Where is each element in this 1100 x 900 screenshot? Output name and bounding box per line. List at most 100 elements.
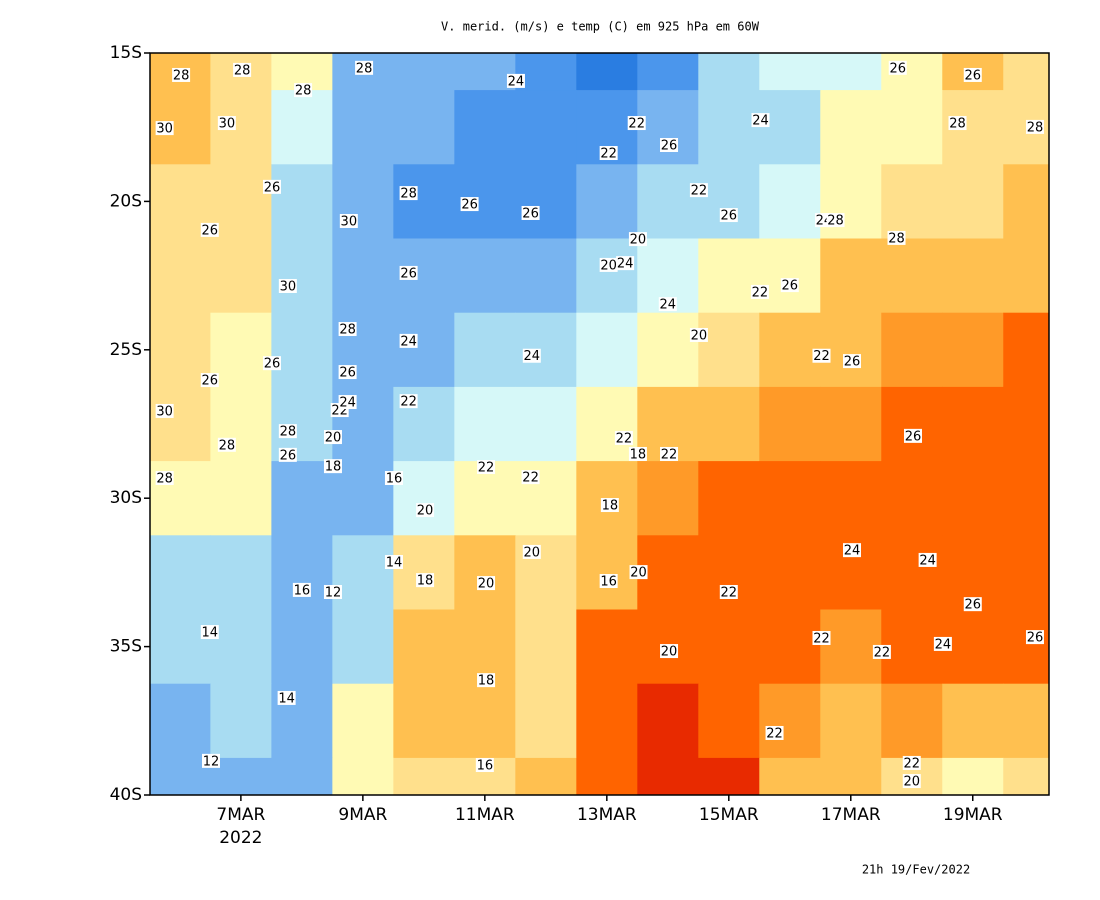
contour-label: 26 [522,206,539,221]
field-cell [820,609,882,685]
field-cell [1003,53,1049,91]
field-cell [393,609,455,685]
field-cell [698,164,760,239]
contour-label-box [217,116,236,131]
contour-label: 20 [325,431,342,446]
contour-label-box [918,552,937,567]
contour-label-box [384,555,403,570]
field-cell [942,757,1004,795]
contour-label-box [384,471,403,486]
field-cell [515,683,577,759]
contour-label-box [522,348,541,363]
shaded-field [150,53,1049,795]
contour-label-box [902,755,921,770]
field-cell [393,312,455,388]
field-cell [881,535,943,610]
field-cell [150,238,211,314]
field-cell [1003,238,1049,314]
field-cell [759,312,821,388]
contour-label-box [719,584,738,599]
contour-label-box [689,183,708,198]
field-cell [454,53,516,91]
contour-label: 28 [156,472,173,487]
field-cell [1003,683,1049,759]
field-cell [942,312,1004,388]
field-cell [150,312,211,388]
contour-label-box [278,424,297,439]
contour-label: 26 [264,357,281,372]
field-cell [576,535,638,610]
contour-label: 28 [827,214,844,229]
field-cell [332,683,394,759]
x-tick-label: 9MAR [338,805,387,825]
contour-label-box [200,222,219,237]
field-cell [1003,164,1049,239]
contour-label-box [903,428,922,443]
contour-labels: 28 28 28 28 24 30 30 22 26 24 26 26 28 28 22 26 28 22 26 30… [155,60,1044,790]
field-cell [759,90,821,165]
field-cell [332,238,394,314]
contour-label-box [765,725,784,740]
contour-label: 26 [905,429,922,444]
contour-label: 18 [602,499,619,514]
field-cell [759,535,821,610]
field-cell [576,164,638,239]
field-cell [881,90,943,165]
contour-label-box [812,348,831,363]
field-cell [271,609,333,685]
field-cell [698,609,760,685]
field-cell [150,683,211,759]
contour-label: 12 [203,754,220,769]
contour-label: 20 [691,328,708,343]
contour-label: 22 [721,585,738,600]
x-tick-label: 13MAR [577,805,637,825]
field-cell [1003,535,1049,610]
field-cell [759,683,821,759]
contour-label-box [750,284,769,299]
field-cell [698,461,760,536]
contour-label: 26 [201,374,218,389]
contour-label-box [338,322,357,337]
field-cell [271,312,333,388]
contour-label: 26 [339,366,356,381]
contour-label-box [660,446,679,461]
field-cell [820,90,882,165]
field-cell [150,386,211,462]
contour-label: 26 [721,209,738,224]
contour-label: 26 [782,279,799,294]
contour-label: 28 [295,84,312,99]
field-cell [393,90,455,165]
contour-label: 28 [280,425,297,440]
field-cell [759,609,821,685]
contour-label: 30 [341,214,358,229]
contour-label-box [294,83,313,98]
field-cell [393,683,455,759]
contour-label-box [155,403,174,418]
field-cell [698,53,760,91]
field-cell [454,386,516,462]
field-cell [942,461,1004,536]
plot-frame [149,52,1050,796]
field-cell [332,461,394,536]
field-cell [210,461,272,536]
contour-label-box [460,197,479,212]
contour-label: 28 [949,117,966,132]
contour-label-box [201,753,220,768]
field-cell [759,757,821,795]
field-cell [698,757,760,795]
contour-label: 26 [201,223,218,238]
contour-label-box [477,673,496,688]
contour-label-box [416,503,435,518]
contour-label-box [599,574,618,589]
contour-label: 28 [173,68,190,83]
field-cell [698,90,760,165]
contour-label-box [338,365,357,380]
field-cell [1003,386,1049,462]
field-cell [576,386,638,462]
field-cell [759,164,821,239]
field-cell [881,683,943,759]
contour-label: 26 [280,448,297,463]
field-cell [759,238,821,314]
field-cell [820,53,882,91]
